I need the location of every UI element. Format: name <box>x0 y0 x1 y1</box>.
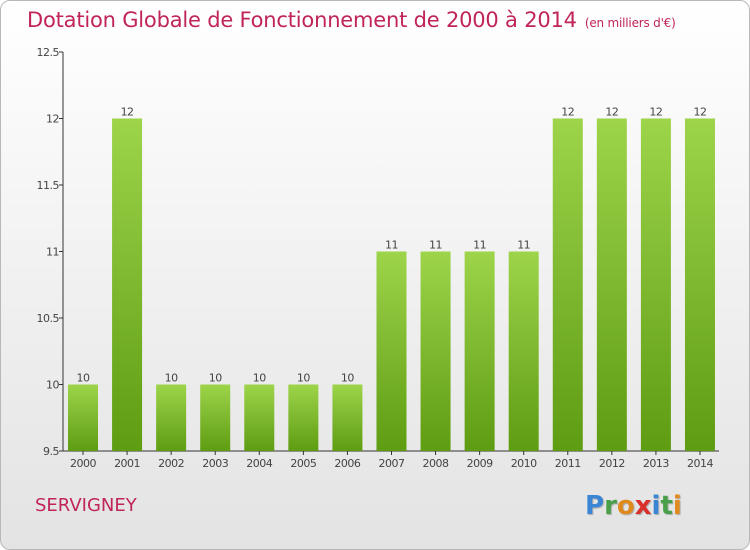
bar-value-label: 10 <box>253 372 266 385</box>
chart-title: Dotation Globale de Fonctionnement de 20… <box>27 8 676 32</box>
x-tick-label: 2005 <box>290 457 316 470</box>
y-tick-label: 9.5 <box>43 445 59 458</box>
x-tick-label: 2003 <box>202 457 228 470</box>
bar-value-label: 11 <box>473 239 486 252</box>
bar-value-label: 12 <box>121 106 134 119</box>
x-tick-label: 2014 <box>687 457 713 470</box>
bar <box>420 251 451 451</box>
x-tick-label: 2004 <box>246 457 272 470</box>
x-tick-label: 2007 <box>378 457 404 470</box>
logo-letter: t <box>660 491 673 521</box>
bar <box>552 118 583 451</box>
bar <box>68 384 98 451</box>
x-tick-label: 2011 <box>555 457 581 470</box>
bar-value-label: 10 <box>77 372 90 385</box>
bar <box>376 251 407 451</box>
bar <box>200 384 231 451</box>
y-tick-label: 12.5 <box>37 46 60 59</box>
commune-name: SERVIGNEY <box>35 495 137 516</box>
x-tick-label: 2000 <box>70 457 96 470</box>
x-tick-label: 2013 <box>643 457 669 470</box>
x-tick-label: 2001 <box>114 457 140 470</box>
chart-title-text: Dotation Globale de Fonctionnement de 20… <box>27 8 577 32</box>
bar-value-label: 11 <box>517 239 530 252</box>
x-tick-label: 2008 <box>423 457 449 470</box>
bar-value-label: 11 <box>429 239 442 252</box>
bar-value-label: 10 <box>341 372 354 385</box>
x-tick-label: 2002 <box>158 457 184 470</box>
y-tick-label: 11.5 <box>37 179 60 192</box>
y-tick-label: 10 <box>46 379 59 392</box>
bar-value-label: 12 <box>693 106 706 119</box>
bar <box>156 384 187 451</box>
logo-letter: P <box>585 491 605 521</box>
bar-value-label: 11 <box>385 239 398 252</box>
bar <box>684 118 715 451</box>
x-tick-label: 2010 <box>511 457 537 470</box>
bar <box>332 384 363 451</box>
y-tick-label: 10.5 <box>37 312 60 325</box>
x-tick-label: 2009 <box>467 457 493 470</box>
bar <box>596 118 627 451</box>
bar <box>112 118 143 451</box>
y-tick-label: 11 <box>46 246 59 259</box>
bar-value-label: 12 <box>605 106 618 119</box>
bar-value-label: 10 <box>297 372 310 385</box>
logo-letter: i <box>651 491 661 521</box>
logo-letter: r <box>604 491 617 521</box>
bar-value-label: 12 <box>649 106 662 119</box>
logo-letter: o <box>616 491 635 521</box>
logo-letter: i <box>672 491 682 521</box>
bar <box>464 251 495 451</box>
x-tick-label: 2012 <box>599 457 625 470</box>
bar-value-label: 12 <box>561 106 574 119</box>
bar <box>244 384 275 451</box>
bar-value-label: 10 <box>165 372 178 385</box>
y-tick-label: 12 <box>46 113 59 126</box>
x-tick-label: 2006 <box>334 457 360 470</box>
bar <box>640 118 671 451</box>
proxiti-logo: Proxiti <box>585 491 682 521</box>
bar <box>508 251 539 451</box>
logo-letter: x <box>634 491 652 521</box>
bar-value-label: 10 <box>209 372 222 385</box>
bar <box>288 384 319 451</box>
unit-note: (en milliers d'€) <box>584 16 676 30</box>
